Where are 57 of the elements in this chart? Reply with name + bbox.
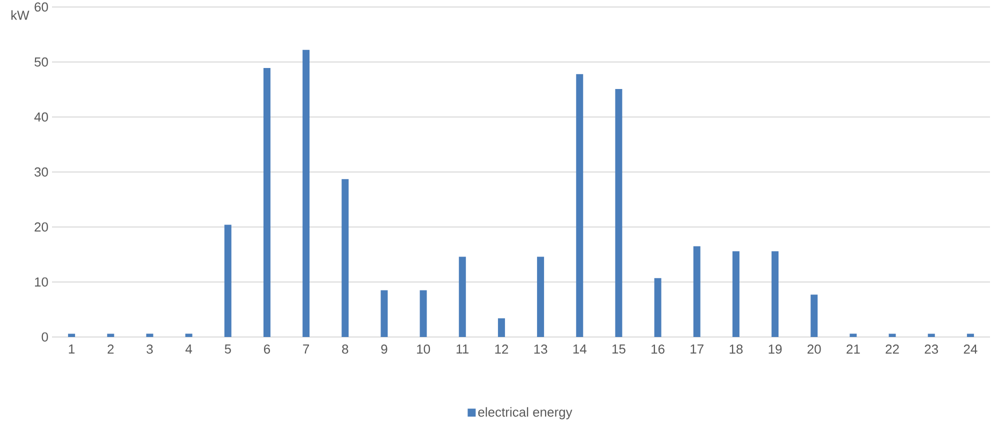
- x-tick-label: 3: [146, 344, 153, 354]
- bar: [654, 278, 662, 337]
- x-tick-label: 18: [730, 344, 743, 354]
- x-tick-label: 11: [456, 344, 468, 354]
- y-tick-label: 60: [34, 2, 48, 12]
- y-tick-label: 40: [34, 112, 48, 122]
- bar: [224, 224, 232, 337]
- bar: [888, 334, 896, 337]
- x-tick-label: 21: [846, 344, 860, 354]
- x-tick-label: 22: [886, 344, 899, 354]
- x-tick-label: 6: [264, 344, 270, 354]
- bar: [458, 256, 466, 337]
- bar: [68, 334, 76, 337]
- x-tick-label: 12: [495, 344, 508, 354]
- bar: [263, 68, 270, 337]
- bar: [850, 334, 857, 337]
- bar: [420, 290, 427, 337]
- x-tick-label: 5: [224, 344, 231, 354]
- bar: [966, 334, 974, 337]
- legend-label: electrical energy: [478, 407, 572, 420]
- bar: [810, 294, 818, 337]
- bar: [185, 334, 192, 337]
- bar: [693, 246, 700, 337]
- bar: [772, 251, 779, 337]
- bar: [380, 290, 388, 337]
- x-tick-label: 24: [964, 344, 978, 354]
- bar: [146, 334, 154, 337]
- y-tick-label: 50: [34, 57, 48, 67]
- x-tick-label: 17: [690, 344, 704, 354]
- x-tick-label: 15: [612, 344, 626, 354]
- x-tick-label: 14: [573, 344, 586, 354]
- bar: [342, 179, 349, 337]
- y-axis-title: kW: [11, 10, 30, 20]
- x-tick-label: 16: [652, 344, 664, 354]
- x-tick-label: 23: [924, 344, 938, 354]
- bar: [107, 334, 114, 337]
- x-tick-label: 10: [417, 344, 430, 354]
- bar: [615, 88, 622, 337]
- y-tick-label: 10: [35, 277, 48, 287]
- x-tick-label: 4: [185, 344, 192, 354]
- x-tick-label: 7: [303, 344, 310, 354]
- x-tick-label: 1: [68, 344, 75, 354]
- bar: [928, 334, 935, 337]
- bar: [498, 318, 505, 337]
- x-tick-label: 2: [108, 344, 114, 354]
- bar: [537, 256, 544, 337]
- bar: [576, 74, 584, 337]
- x-tick-label: 9: [381, 344, 388, 354]
- x-tick-label: 20: [808, 344, 821, 354]
- y-tick-label: 20: [34, 222, 48, 232]
- bar: [732, 251, 740, 337]
- x-tick-label: 19: [768, 344, 782, 354]
- y-tick-label: 0: [42, 332, 48, 342]
- bar: [302, 50, 310, 337]
- y-tick-label: 30: [34, 167, 48, 177]
- x-tick-label: 8: [342, 344, 348, 354]
- x-tick-label: 13: [534, 344, 548, 354]
